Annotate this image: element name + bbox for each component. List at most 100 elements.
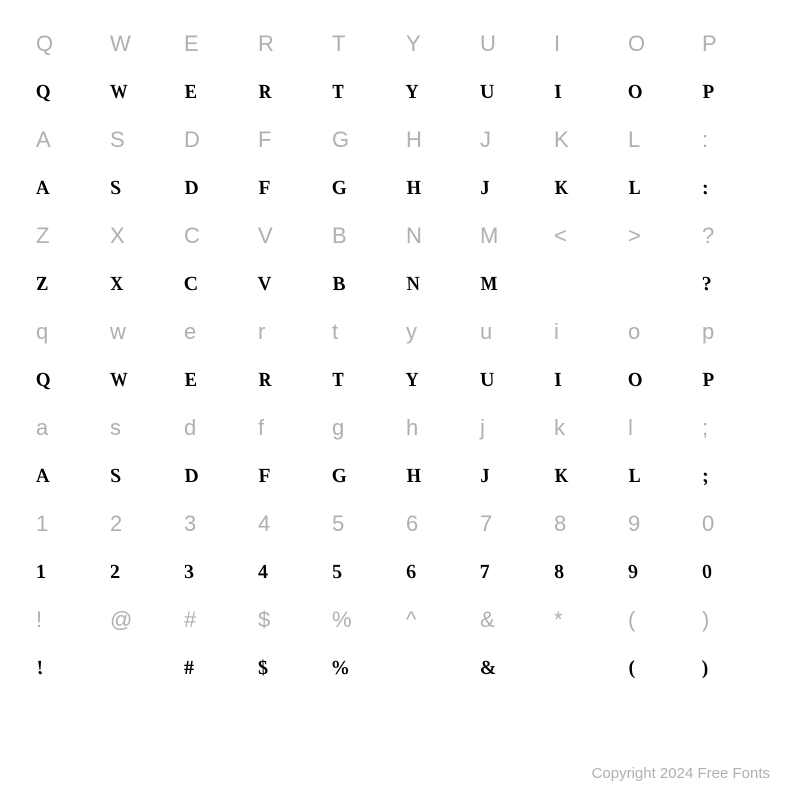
reference-char: w: [104, 308, 178, 356]
font-glyph: 3: [173, 548, 257, 596]
font-glyph: T: [321, 356, 405, 404]
font-glyph: ;: [691, 452, 775, 500]
reference-char: T: [326, 20, 400, 68]
font-glyph: 0: [691, 548, 775, 596]
reference-char: 4: [252, 500, 326, 548]
reference-char: O: [622, 20, 696, 68]
reference-char: t: [326, 308, 400, 356]
font-glyph: ?: [691, 260, 775, 308]
reference-char: s: [104, 404, 178, 452]
font-glyph: J: [469, 164, 553, 212]
font-glyph: E: [173, 68, 257, 116]
font-glyph: Z: [25, 260, 109, 308]
font-glyph: Q: [25, 356, 109, 404]
reference-char: Y: [400, 20, 474, 68]
font-glyph: K: [543, 452, 627, 500]
font-glyph: O: [617, 68, 701, 116]
font-glyph: :: [691, 164, 775, 212]
font-glyph: L: [617, 164, 701, 212]
font-glyph: H: [395, 452, 479, 500]
reference-char: ): [696, 596, 770, 644]
reference-char: D: [178, 116, 252, 164]
font-glyph: 1: [25, 548, 109, 596]
font-glyph: X: [99, 260, 183, 308]
font-glyph: K: [543, 164, 627, 212]
reference-char: &: [474, 596, 548, 644]
font-glyph: U: [469, 356, 553, 404]
reference-char: Z: [30, 212, 104, 260]
reference-char: u: [474, 308, 548, 356]
font-glyph: [99, 644, 183, 692]
reference-char: R: [252, 20, 326, 68]
reference-char: 9: [622, 500, 696, 548]
font-glyph: D: [173, 452, 257, 500]
reference-char: #: [178, 596, 252, 644]
reference-char: ?: [696, 212, 770, 260]
font-glyph: 7: [469, 548, 553, 596]
reference-char: %: [326, 596, 400, 644]
reference-char: a: [30, 404, 104, 452]
font-glyph: Y: [395, 356, 479, 404]
reference-char: j: [474, 404, 548, 452]
font-glyph: D: [173, 164, 257, 212]
reference-char: d: [178, 404, 252, 452]
font-glyph: Q: [25, 68, 109, 116]
reference-char: K: [548, 116, 622, 164]
reference-char: P: [696, 20, 770, 68]
reference-char: o: [622, 308, 696, 356]
font-glyph: 2: [99, 548, 183, 596]
font-glyph: W: [99, 356, 183, 404]
reference-char: l: [622, 404, 696, 452]
font-glyph: R: [247, 68, 331, 116]
reference-char: G: [326, 116, 400, 164]
reference-char: p: [696, 308, 770, 356]
reference-char: 6: [400, 500, 474, 548]
font-glyph: G: [321, 452, 405, 500]
reference-char: B: [326, 212, 400, 260]
reference-char: A: [30, 116, 104, 164]
font-glyph: A: [25, 164, 109, 212]
font-glyph: &: [469, 644, 553, 692]
reference-char: Q: [30, 20, 104, 68]
font-glyph: 9: [617, 548, 701, 596]
reference-char: C: [178, 212, 252, 260]
reference-char: 5: [326, 500, 400, 548]
font-glyph: L: [617, 452, 701, 500]
reference-char: $: [252, 596, 326, 644]
reference-char: V: [252, 212, 326, 260]
font-glyph: W: [99, 68, 183, 116]
reference-char: *: [548, 596, 622, 644]
reference-char: 7: [474, 500, 548, 548]
font-glyph: $: [247, 644, 331, 692]
reference-char: !: [30, 596, 104, 644]
reference-char: 1: [30, 500, 104, 548]
font-glyph: [543, 260, 627, 308]
reference-char: y: [400, 308, 474, 356]
font-glyph: Y: [395, 68, 479, 116]
font-glyph: U: [469, 68, 553, 116]
reference-char: @: [104, 596, 178, 644]
copyright-footer: Copyright 2024 Free Fonts: [592, 765, 770, 782]
font-glyph: [395, 644, 479, 692]
font-glyph: A: [25, 452, 109, 500]
reference-char: X: [104, 212, 178, 260]
reference-char: E: [178, 20, 252, 68]
font-glyph: G: [321, 164, 405, 212]
font-glyph: (: [617, 644, 701, 692]
font-glyph: 5: [321, 548, 405, 596]
reference-char: e: [178, 308, 252, 356]
reference-char: :: [696, 116, 770, 164]
character-map-grid: QWERTYUIOPQWERTYUIOPASDFGHJKL:ASDFGHJKL:…: [0, 0, 800, 692]
font-glyph: J: [469, 452, 553, 500]
reference-char: ^: [400, 596, 474, 644]
reference-char: J: [474, 116, 548, 164]
reference-char: 3: [178, 500, 252, 548]
font-glyph: T: [321, 68, 405, 116]
reference-char: q: [30, 308, 104, 356]
reference-char: 2: [104, 500, 178, 548]
reference-char: N: [400, 212, 474, 260]
font-glyph: F: [247, 164, 331, 212]
font-glyph: 4: [247, 548, 331, 596]
reference-char: <: [548, 212, 622, 260]
font-glyph: %: [321, 644, 405, 692]
